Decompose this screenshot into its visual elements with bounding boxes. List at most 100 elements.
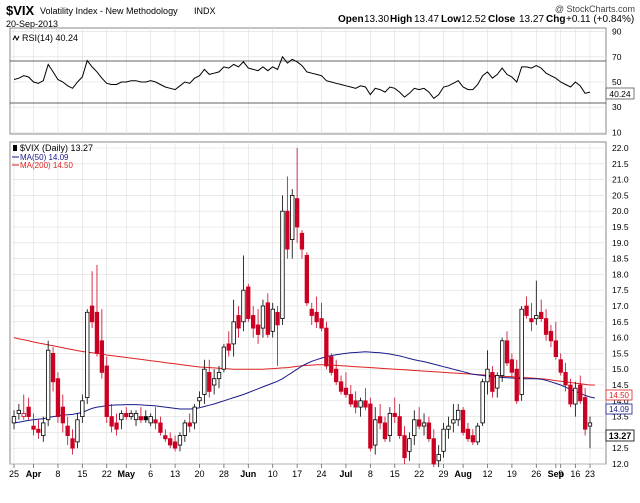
candle-body (338, 381, 344, 392)
candle (60, 394, 65, 433)
candle (167, 432, 173, 449)
candle-body (387, 412, 393, 436)
instrument-name: Volatility Index - New Methodology (40, 6, 178, 16)
x-tick-label: 9 (558, 469, 563, 479)
candle (392, 397, 397, 423)
x-tick-label: 28 (219, 469, 229, 479)
ohlc-summary: Open 13.30 High 13.47 Low 12.52 Close 13… (338, 14, 634, 25)
candle-body (36, 428, 41, 433)
candle (85, 309, 90, 404)
candle (431, 429, 436, 468)
rsi-legend-text: RSI(14) 40.24 (22, 33, 78, 43)
candle-body (167, 438, 173, 446)
candle-body (475, 425, 480, 443)
x-tick-label: Jun (240, 469, 256, 479)
candle (172, 435, 178, 452)
x-tick-label: 17 (292, 469, 302, 479)
candle (94, 264, 100, 357)
x-tick-label: 25 (9, 469, 19, 479)
rsi-series-line (13, 55, 591, 100)
price-tick-label: 12.5 (612, 443, 629, 453)
candle (377, 403, 383, 430)
candle-body (250, 315, 256, 329)
candle-body (377, 416, 383, 424)
candle (363, 388, 368, 411)
candle-body (314, 311, 319, 323)
candle (319, 302, 324, 332)
rsi-tick-label: 70 (612, 52, 622, 62)
x-tick-label: May (118, 469, 136, 479)
high-label: High (390, 14, 412, 25)
close-label: Close (488, 14, 516, 25)
candle (21, 394, 26, 420)
candle (231, 299, 236, 357)
candle (265, 293, 271, 338)
candle-body (114, 422, 119, 430)
price-legend-text: $VIX (Daily) 13.27 (20, 143, 93, 153)
rsi-panel: 90 70 50 30 10 RSI(14) 40.24 40.24 (9, 27, 635, 137)
candle (485, 350, 490, 395)
candle-body (104, 365, 109, 417)
candle (558, 353, 563, 376)
candle-body (236, 315, 241, 329)
candle-body (172, 441, 178, 449)
candle-body (231, 321, 236, 345)
watermark: @ StockCharts.com (555, 4, 635, 14)
candle (246, 283, 251, 322)
candle (133, 410, 139, 427)
x-tick-label: 19 (507, 469, 517, 479)
candle (138, 407, 144, 423)
candle (153, 407, 158, 430)
price-tick-label: 13.5 (612, 412, 629, 422)
candle-body (80, 400, 85, 417)
candle-body (192, 406, 197, 424)
candle (158, 416, 163, 436)
candle-body (94, 311, 100, 354)
candle-body (158, 422, 163, 433)
candle (529, 302, 534, 332)
candle-body (455, 409, 461, 421)
candle-body (207, 371, 212, 392)
candle (475, 422, 480, 446)
candle (207, 359, 212, 398)
candle (402, 426, 407, 464)
x-tick-label: 10 (268, 469, 278, 479)
candle (436, 445, 441, 468)
candle (75, 413, 80, 449)
candle (260, 299, 266, 338)
candle (89, 271, 95, 329)
candle (299, 230, 305, 259)
x-tick-label: 12 (482, 469, 492, 479)
candle-body (128, 412, 134, 417)
candle-body (16, 409, 22, 414)
price-tick-label: 15.0 (612, 364, 629, 374)
rsi-legend: RSI(14) 40.24 (12, 33, 78, 43)
price-tick-label: 14.5 (612, 380, 629, 390)
price-tick-label: 21.5 (612, 159, 629, 169)
candle-body (470, 435, 476, 443)
candle-body (202, 368, 207, 395)
x-tick-label: 22 (414, 469, 424, 479)
candle-body (26, 406, 31, 418)
candle (465, 422, 471, 442)
candle (275, 306, 280, 367)
candle (543, 309, 549, 341)
x-tick-label: Jul (339, 469, 352, 479)
candle-body (333, 368, 339, 383)
candle (202, 359, 207, 404)
candle (353, 391, 358, 414)
price-legend: $VIX (Daily) 13.27 MA(50) 14.09 MA(200) … (12, 143, 93, 170)
candle-body (412, 419, 417, 436)
ma200-tag (605, 389, 633, 401)
candle (241, 255, 246, 332)
candle-body (119, 412, 124, 421)
close-tag-value: 13.27 (609, 431, 632, 441)
candle-body (529, 318, 534, 323)
candle-body (11, 416, 17, 424)
ma50-tag (605, 403, 633, 415)
candle (211, 369, 217, 395)
price-tick-label: 12.0 (612, 459, 629, 469)
candle-body (153, 419, 158, 424)
candle-body (416, 419, 422, 427)
candle (270, 302, 275, 338)
